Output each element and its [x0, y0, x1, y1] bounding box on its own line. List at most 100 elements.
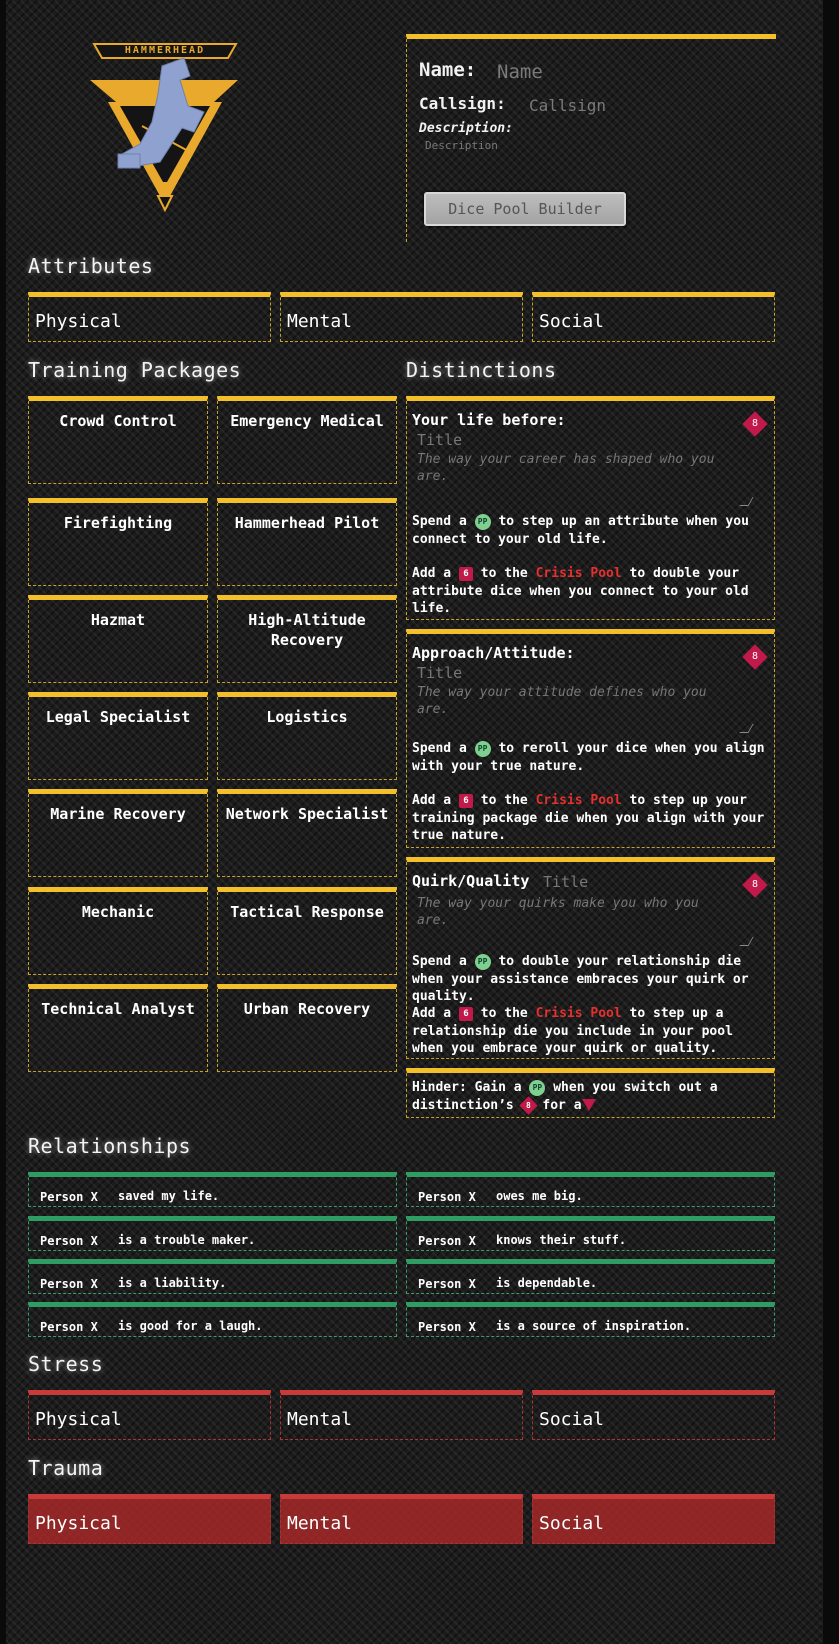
hinder-rule: Hinder: Gain a PP when you switch out a … [412, 1079, 718, 1115]
d8-die-icon[interactable]: 8 [742, 644, 768, 670]
stress-label: Social [539, 1409, 605, 1430]
training-package[interactable]: Hazmat [28, 595, 208, 683]
relationship-person[interactable]: Person X [418, 1190, 476, 1204]
relationship-person[interactable]: Person X [40, 1277, 98, 1291]
d8-die-icon: 8 [518, 1095, 538, 1115]
training-package[interactable]: Urban Recovery [217, 984, 397, 1072]
training-package-label: High-Altitude Recovery [248, 611, 366, 649]
training-package[interactable]: Emergency Medical [217, 396, 397, 484]
trauma-social[interactable]: Social [532, 1494, 775, 1544]
callsign-input[interactable]: Callsign [529, 96, 607, 115]
crisis-pool-link: Crisis Pool [535, 793, 622, 808]
attribute-mental[interactable]: Mental [280, 292, 523, 342]
relationship-text[interactable]: knows their stuff. [496, 1233, 627, 1247]
distinction-description-input[interactable]: The way your attitude defines who you ar… [417, 685, 707, 717]
relationship-row[interactable]: Person X is good for a laugh. [28, 1302, 397, 1337]
training-package-label: Technical Analyst [41, 1000, 195, 1018]
trauma-label: Social [539, 1513, 605, 1534]
distinction-quirk: Quirk/Quality Title 8 The way your quirk… [406, 857, 775, 1059]
training-package-label: Marine Recovery [50, 805, 186, 823]
name-label: Name: [419, 59, 477, 81]
training-package[interactable]: Logistics [217, 692, 397, 780]
page-edge-right [823, 0, 839, 1644]
relationship-text[interactable]: is good for a laugh. [118, 1319, 263, 1333]
description-input[interactable]: Description [425, 139, 498, 152]
relationship-person[interactable]: Person X [418, 1320, 476, 1334]
relationship-person[interactable]: Person X [418, 1277, 476, 1291]
add-rule: Add a 6 to the Crisis Pool to double you… [412, 566, 749, 616]
training-package[interactable]: Crowd Control [28, 396, 208, 484]
stress-label: Mental [287, 1409, 353, 1430]
training-package[interactable]: Tactical Response [217, 887, 397, 975]
distinction-description-input[interactable]: The way your quirks make you who you are… [417, 896, 699, 928]
resize-handle-icon[interactable] [739, 497, 754, 506]
d8-die-icon[interactable]: 8 [742, 872, 768, 898]
attribute-physical[interactable]: Physical [28, 292, 271, 342]
attribute-social[interactable]: Social [532, 292, 775, 342]
stress-physical[interactable]: Physical [28, 1390, 271, 1440]
relationship-person[interactable]: Person X [40, 1234, 98, 1248]
relationship-row[interactable]: Person X knows their stuff. [406, 1216, 775, 1251]
training-package-label: Network Specialist [225, 805, 389, 823]
dice-pool-builder-button[interactable]: Dice Pool Builder [424, 192, 626, 226]
stress-label: Physical [35, 1409, 122, 1430]
relationship-text[interactable]: is a liability. [118, 1276, 227, 1290]
trauma-mental[interactable]: Mental [280, 1494, 523, 1544]
resize-handle-icon[interactable] [739, 724, 754, 733]
training-package[interactable]: Mechanic [28, 887, 208, 975]
crisis-pool-link: Crisis Pool [535, 1006, 622, 1021]
relationship-text[interactable]: owes me big. [496, 1189, 583, 1203]
relationship-person[interactable]: Person X [40, 1320, 98, 1334]
distinction-title-input[interactable]: Title [417, 431, 463, 449]
distinction-description-input[interactable]: The way your career has shaped who you a… [417, 452, 715, 484]
stress-mental[interactable]: Mental [280, 1390, 523, 1440]
distinction-title-input[interactable]: Title [417, 664, 463, 682]
training-package[interactable]: Technical Analyst [28, 984, 208, 1072]
training-package[interactable]: Marine Recovery [28, 789, 208, 877]
relationship-text[interactable]: is a source of inspiration. [496, 1319, 692, 1333]
attribute-label: Mental [287, 311, 353, 332]
distinction-approach: Approach/Attitude: 8 Title The way your … [406, 629, 775, 848]
training-package[interactable]: Network Specialist [217, 789, 397, 877]
distinction-label: Quirk/Quality [412, 872, 530, 890]
resize-handle-icon[interactable] [739, 937, 754, 946]
spend-rule: Spend a PP to reroll your dice when you … [412, 740, 765, 774]
attributes-title: Attributes [28, 254, 154, 278]
stress-social[interactable]: Social [532, 1390, 775, 1440]
relationship-row[interactable]: Person X owes me big. [406, 1172, 775, 1207]
relationship-text[interactable]: saved my life. [118, 1189, 220, 1203]
trauma-physical[interactable]: Physical [28, 1494, 271, 1544]
distinctions-title: Distinctions [406, 358, 557, 382]
distinction-label: Your life before: [412, 411, 566, 429]
d6-die-icon: 6 [458, 566, 473, 581]
training-package[interactable]: Legal Specialist [28, 692, 208, 780]
relationship-text[interactable]: is dependable. [496, 1276, 598, 1290]
training-package[interactable]: Hammerhead Pilot [217, 498, 397, 586]
training-packages-title: Training Packages [28, 358, 242, 382]
relationship-row[interactable]: Person X is dependable. [406, 1259, 775, 1294]
attribute-label: Physical [35, 311, 122, 332]
training-package-label: Hazmat [90, 611, 146, 629]
d8-die-icon[interactable]: 8 [742, 411, 768, 437]
relationship-row[interactable]: Person X is a trouble maker. [28, 1216, 397, 1251]
training-package-label: Tactical Response [230, 903, 384, 921]
training-package[interactable]: High-Altitude Recovery [217, 595, 397, 683]
relationship-row[interactable]: Person X is a liability. [28, 1259, 397, 1294]
logo-text: HAMMERHEAD [124, 45, 206, 56]
name-input[interactable]: Name [497, 61, 543, 83]
distinction-title-input[interactable]: Title [543, 873, 589, 891]
relationship-person[interactable]: Person X [40, 1190, 98, 1204]
page-edge-left [0, 0, 6, 1644]
relationship-text[interactable]: is a trouble maker. [118, 1233, 256, 1247]
relationship-row[interactable]: Person X saved my life. [28, 1172, 397, 1207]
relationship-person[interactable]: Person X [418, 1234, 476, 1248]
training-package-label: Logistics [266, 708, 348, 726]
relationship-row[interactable]: Person X is a source of inspiration. [406, 1302, 775, 1337]
attribute-label: Social [539, 311, 605, 332]
plot-point-icon: PP [529, 1079, 546, 1096]
training-package[interactable]: Firefighting [28, 498, 208, 586]
d4-die-icon [581, 1099, 596, 1111]
training-package-label: Urban Recovery [243, 1000, 371, 1018]
training-package-label: Emergency Medical [230, 412, 384, 430]
training-package-label: Hammerhead Pilot [234, 514, 380, 532]
